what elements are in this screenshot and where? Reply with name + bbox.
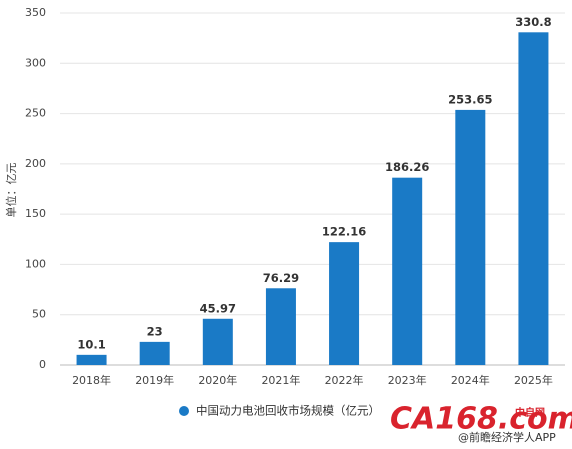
x-tick-label: 2018年 — [72, 373, 111, 387]
value-label: 122.16 — [322, 225, 366, 239]
x-tick-label: 2023年 — [388, 373, 427, 387]
bar — [329, 242, 360, 365]
value-label: 76.29 — [263, 271, 299, 285]
x-tick-label: 2025年 — [514, 373, 553, 387]
bar — [76, 354, 107, 365]
watermark-logo: CA168.com — [390, 402, 572, 437]
value-label: 186.26 — [385, 160, 429, 174]
bar — [518, 32, 549, 365]
y-tick-label: 250 — [25, 107, 46, 120]
legend-label: 中国动力电池回收市场规模（亿元） — [196, 404, 380, 418]
x-tick-label: 2021年 — [261, 373, 300, 387]
value-label: 330.8 — [515, 15, 551, 29]
y-tick-label: 200 — [25, 157, 46, 170]
y-tick-label: 150 — [25, 207, 46, 220]
x-tick-label: 2022年 — [325, 373, 364, 387]
bar — [139, 341, 170, 365]
watermark-site: 中自网 — [515, 406, 545, 419]
x-tick-label: 2019年 — [135, 373, 174, 387]
bar — [455, 109, 486, 365]
y-tick-label: 50 — [32, 308, 46, 321]
x-tick-label: 2024年 — [451, 373, 490, 387]
bar — [392, 177, 423, 365]
bar — [202, 318, 233, 365]
y-tick-label: 300 — [25, 56, 46, 69]
watermark-source: @前瞻经济学人APP — [458, 430, 556, 444]
value-label: 10.1 — [77, 337, 105, 351]
y-axis-label: 单位：亿元 — [4, 163, 18, 218]
value-label: 253.65 — [448, 92, 492, 106]
x-tick-label: 2020年 — [198, 373, 237, 387]
bar — [265, 288, 296, 365]
legend-marker — [179, 406, 189, 416]
y-tick-label: 0 — [39, 358, 46, 371]
y-tick-label: 100 — [25, 257, 46, 270]
value-label: 23 — [147, 324, 163, 338]
y-tick-label: 350 — [25, 6, 46, 19]
value-label: 45.97 — [200, 301, 236, 315]
